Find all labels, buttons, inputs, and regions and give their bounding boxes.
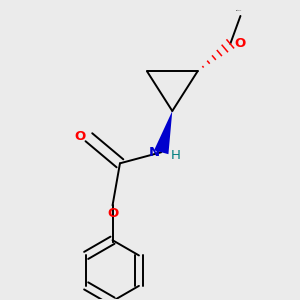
Text: N: N xyxy=(148,146,159,159)
Text: O: O xyxy=(235,37,246,50)
Text: H: H xyxy=(170,149,180,162)
Text: O: O xyxy=(74,130,85,143)
Text: methoxy: methoxy xyxy=(236,10,242,11)
Polygon shape xyxy=(154,111,172,154)
Text: O: O xyxy=(108,206,119,220)
